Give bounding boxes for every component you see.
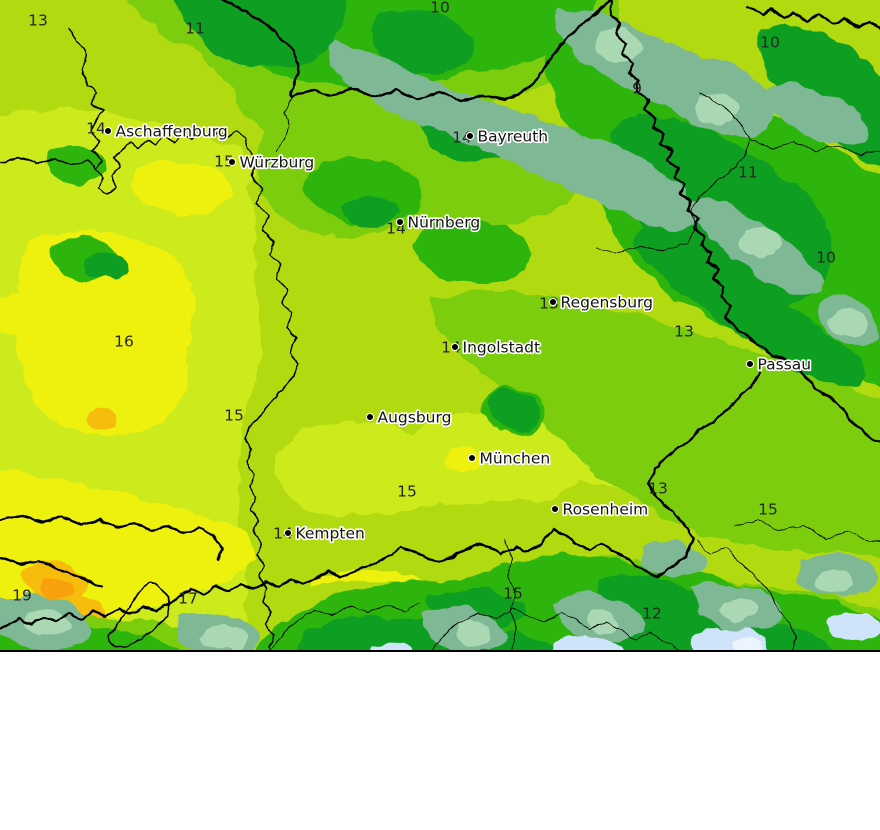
border-north: [220, 0, 612, 103]
temp-value-label: 17: [178, 589, 198, 607]
border-swiss-north: [0, 514, 224, 562]
city-dot: [103, 126, 113, 136]
temp-value-label: 14: [86, 119, 106, 137]
temp-value-label: 13: [648, 479, 668, 497]
temp-value-label: 14: [273, 524, 293, 542]
temp-value-label: 11: [738, 163, 758, 181]
temp-value-label: 11: [185, 19, 205, 37]
temp-field-blobs: [0, 0, 880, 650]
temp-value-label: 10: [816, 248, 836, 266]
city-label: Würzburg: [240, 153, 315, 171]
city-label: Regensburg: [561, 293, 654, 311]
temperature-map: 1311101091110141514141313141615151315141…: [0, 0, 880, 652]
city-label: Nürnberg: [408, 213, 481, 231]
temp-value-label: 15: [397, 482, 417, 500]
temp-value-label: 9: [632, 79, 642, 97]
border-swiss-south: [0, 556, 105, 589]
temperature-value-labels: 1311101091110141514141313141615151315141…: [12, 0, 836, 622]
footer-panel: Temperatur in 2m (in °C) Modell: ICON-D2…: [0, 652, 880, 830]
border-austria: [0, 370, 762, 631]
border-northeast: [746, 4, 880, 31]
temp-value-label: 12: [642, 604, 662, 622]
city-label: Aschaffenburg: [116, 122, 228, 140]
border-bw-bavaria: [244, 147, 299, 650]
temp-value-label: 19: [12, 586, 32, 604]
city-label: Bayreuth: [478, 127, 549, 145]
border-hesse-pocket: [87, 84, 249, 195]
city-label: Rosenheim: [563, 500, 649, 518]
city-markers: Aschaffenburg Würzburg Bayreuth Nürnberg Reg…: [103, 121, 813, 544]
temp-value-label: 10: [760, 33, 780, 51]
city-dot: [465, 131, 475, 141]
city-label: Passau: [758, 355, 812, 373]
city-dot: [283, 528, 293, 538]
city-dot: [365, 412, 375, 422]
city-dot: [745, 359, 755, 369]
temp-value-label: 10: [430, 0, 450, 16]
temp-value-label: 13: [674, 322, 694, 340]
city-dot: [450, 342, 460, 352]
border-hesse-west: [0, 156, 96, 171]
temp-value-label: 15: [758, 500, 778, 518]
city-label: Kempten: [296, 524, 365, 542]
city-dot: [467, 453, 477, 463]
city-dot: [548, 297, 558, 307]
lake-constance: [108, 581, 170, 648]
border-lines: [0, 0, 880, 650]
temp-value-label: 16: [114, 332, 134, 350]
map-canvas: 1311101091110141514141313141615151315141…: [0, 0, 880, 650]
temp-value-label: 15: [503, 584, 523, 602]
city-dot: [550, 504, 560, 514]
city-label: Augsburg: [378, 408, 452, 426]
temp-value-label: 13: [28, 11, 48, 29]
city-label: München: [480, 449, 551, 467]
border-spessart: [69, 29, 89, 86]
temp-value-label: 15: [224, 406, 244, 424]
border-czech: [608, 0, 880, 443]
city-dot: [395, 217, 405, 227]
temp-value-label: 14: [452, 128, 472, 146]
temp-value-label: 15: [214, 152, 234, 170]
city-dot: [227, 157, 237, 167]
city-label: Ingolstadt: [463, 338, 541, 356]
